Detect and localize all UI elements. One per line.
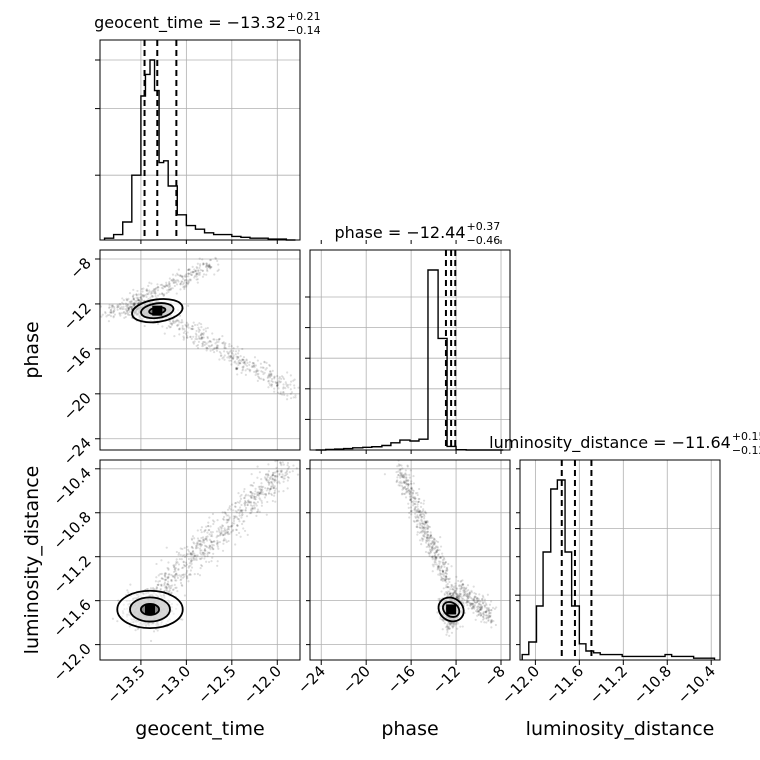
y-axis-phase: −24 −20 −16 −12 −8 phase [21, 254, 100, 469]
panel-title-geocent_time: geocent_time = −13.32 +0.21−0.14 [94, 10, 321, 37]
x-axis-luminosity_distance: −12.0−11.6−11.2−10.8−10.4 luminosity_dist… [498, 660, 719, 740]
y-tick-label: −11.2 [50, 552, 95, 597]
contour-peak [446, 604, 457, 615]
x-tick-label: −12 [429, 662, 464, 697]
y-tick-label: −12 [60, 299, 95, 334]
title-main: geocent_time = −13.32 [94, 13, 286, 33]
scatter-points [111, 460, 300, 643]
y-axis-label: phase [21, 321, 43, 378]
x-tick-label: −13.0 [149, 662, 194, 707]
scatter-panel-geocent_time-luminosity_distance [99, 459, 301, 661]
panel-background [520, 460, 720, 660]
contour-peak [152, 305, 163, 316]
panel-title-luminosity_distance: luminosity_distance = −11.64+0.15−0.12 [489, 430, 760, 457]
x-tick-label: −10.8 [630, 662, 675, 707]
x-tick-label: −8 [480, 662, 508, 690]
x-tick-label: −11.2 [586, 662, 631, 707]
x-tick-label: −20 [339, 662, 374, 697]
y-axis-label: luminosity_distance [21, 466, 43, 655]
title-main: luminosity_distance = −11.64 [489, 433, 731, 453]
title-err-minus: −0.46 [467, 234, 501, 247]
x-axis-phase: −24 −20 −16 −12 −8 phase [294, 660, 509, 740]
title-err-plus: +0.21 [287, 10, 321, 23]
panel-background [100, 460, 300, 660]
panel-frame [309, 249, 511, 451]
hist-panel-phase: phase = −12.44 +0.37−0.46 [305, 220, 511, 451]
panel-background [100, 40, 300, 240]
hist-bars-luminosity_distance [521, 479, 716, 660]
x-tick-label: −12.0 [498, 662, 543, 707]
panel-frame [99, 39, 301, 241]
contour-peak [145, 604, 155, 615]
scatter-points [100, 256, 300, 406]
scatter-panel-phase-luminosity_distance [309, 459, 511, 661]
panel-frame [519, 459, 721, 661]
y-tick-label: −10.8 [50, 508, 95, 553]
title-err-minus: −0.14 [287, 24, 321, 37]
panel-background [310, 250, 510, 450]
scatter-panel-geocent_time-phase [99, 249, 301, 451]
y-tick-label: −24 [60, 434, 95, 469]
x-axis-label: phase [381, 718, 438, 740]
panel-background [100, 250, 300, 450]
y-tick-label: −10.4 [50, 464, 95, 509]
x-tick-label: −16 [384, 662, 419, 697]
panel-frame [309, 459, 511, 661]
title-err-plus: +0.15 [732, 430, 760, 443]
panel-title-phase: phase = −12.44 +0.37−0.46 [334, 220, 500, 247]
panel-background [310, 460, 510, 660]
y-tick-label: −12.0 [50, 640, 95, 685]
x-tick-label: −13.5 [104, 662, 149, 707]
title-err-minus: −0.12 [732, 444, 760, 457]
x-tick-label: −12.5 [194, 662, 239, 707]
hist-panel-geocent_time: geocent_time = −13.32 +0.21−0.14 [94, 10, 321, 241]
y-tick-label: −20 [60, 389, 95, 424]
x-tick-label: −10.4 [674, 662, 719, 707]
x-tick-label: −11.6 [542, 662, 587, 707]
x-axis-label: geocent_time [135, 718, 264, 740]
title-main: phase = −12.44 [334, 223, 465, 242]
hist-panel-luminosity_distance: luminosity_distance = −11.64+0.15−0.12 [489, 430, 760, 661]
title-err-plus: +0.37 [467, 220, 501, 233]
y-tick-label: −11.6 [50, 596, 95, 641]
x-tick-label: −24 [294, 662, 329, 697]
x-axis-geocent_time: −13.5 −13.0 −12.5 −12.0 geocent_time [104, 660, 285, 740]
y-tick-label: −8 [66, 254, 94, 282]
y-axis-luminosity_distance: −12.0−11.6−11.2−10.8−10.4 luminosity_dist… [21, 464, 100, 685]
y-tick-label: −16 [60, 344, 95, 379]
scatter-points [383, 460, 498, 638]
x-tick-label: −12.0 [240, 662, 285, 707]
x-axis-label: luminosity_distance [526, 718, 715, 740]
panel-frame [99, 459, 301, 661]
panel-frame [99, 249, 301, 451]
